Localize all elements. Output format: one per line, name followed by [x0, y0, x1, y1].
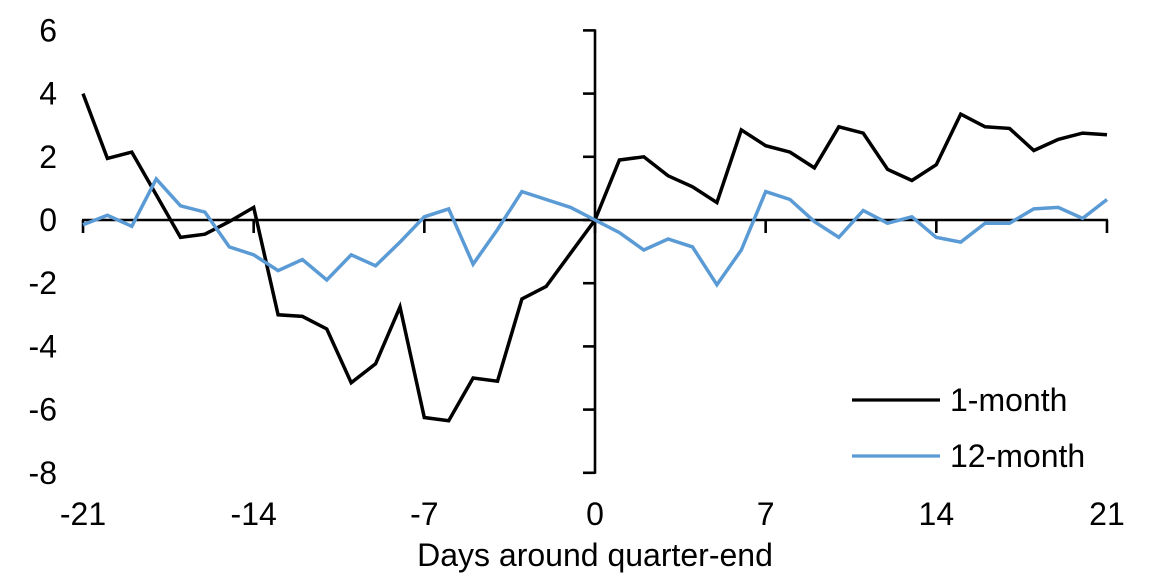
- x-axis-tick-label: 21: [1089, 496, 1125, 532]
- y-axis-tick-label: 0: [39, 202, 57, 238]
- legend-label-1-month: 1-month: [950, 382, 1067, 418]
- series-group: [81, 92, 1109, 423]
- x-axis-tick-label: 7: [757, 496, 775, 532]
- x-axis-tick-label: -14: [231, 496, 277, 532]
- legend: 1-month 12-month: [852, 382, 1085, 474]
- y-axis-tick-label: 4: [39, 76, 57, 112]
- x-axis-tick-label: -7: [410, 496, 438, 532]
- y-axis-tick-label: 2: [39, 139, 57, 175]
- y-axis-tick-label: -8: [29, 455, 57, 491]
- y-axis-tick-label: -4: [29, 328, 57, 364]
- y-axis-tick-label: -6: [29, 392, 57, 428]
- axis-labels-group: -21 -14 -7 0 7 14 21 6 4 2 0 -2 -4 -6 -8: [29, 12, 1125, 532]
- x-axis-tick-label: -21: [60, 496, 106, 532]
- x-axis-title: Days around quarter-end: [417, 537, 773, 573]
- y-axis-tick-label: 6: [39, 12, 57, 48]
- series-line-12-month: [82, 175, 1109, 288]
- x-axis-tick-label: 14: [919, 496, 955, 532]
- x-axis-tick-label: 0: [586, 496, 604, 532]
- legend-label-12-month: 12-month: [950, 438, 1085, 474]
- y-axis-tick-label: -2: [29, 265, 57, 301]
